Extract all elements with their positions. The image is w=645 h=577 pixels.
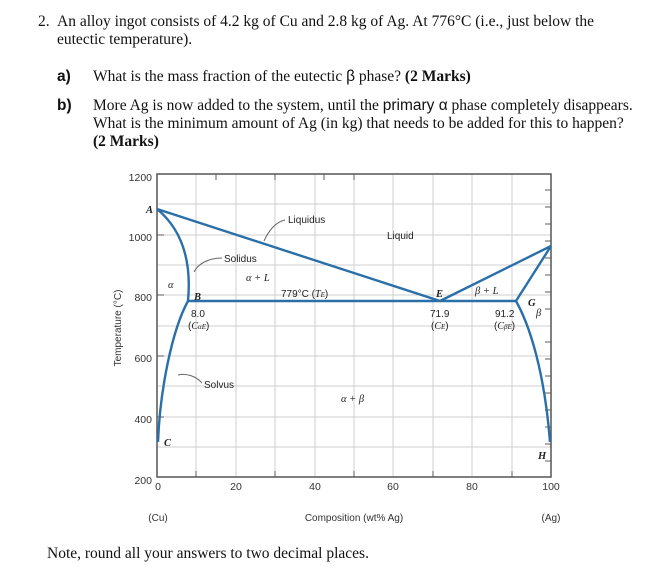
liquidus-right	[439, 244, 552, 303]
y-axis-label: Temperature (°C)	[113, 290, 124, 367]
part-b-text: More Ag is now added to the system, unti…	[93, 97, 633, 150]
svg-text:α + β: α + β	[341, 394, 365, 405]
svg-text:(CE): (CE)	[431, 321, 449, 332]
phase-boundaries	[156, 207, 553, 443]
question-number: 2.	[38, 13, 50, 30]
svg-text:E: E	[435, 289, 443, 300]
primary-alpha-emph: primary α	[382, 97, 448, 114]
svg-text:A: A	[145, 205, 153, 216]
svg-text:100: 100	[542, 481, 560, 493]
svg-text:1200: 1200	[129, 172, 153, 184]
svg-text:H: H	[537, 451, 547, 462]
beta-symbol: β	[346, 68, 355, 85]
svg-text:600: 600	[134, 353, 152, 365]
svg-text:40: 40	[309, 481, 321, 493]
x-end-cu: (Cu)	[148, 513, 167, 524]
svg-text:(CαE): (CαE)	[188, 321, 209, 332]
svg-text:Liquidus: Liquidus	[288, 215, 325, 226]
svg-text:71.9: 71.9	[430, 309, 450, 320]
rounding-note: Note, round all your answers to two deci…	[47, 545, 369, 562]
svg-text:1000: 1000	[129, 232, 153, 244]
svg-text:B: B	[193, 292, 201, 303]
svg-text:β + L: β + L	[474, 286, 499, 297]
x-end-ag: (Ag)	[542, 513, 561, 524]
svg-text:80: 80	[466, 481, 478, 493]
part-a-text: What is the mass fraction of the eutecti…	[93, 68, 471, 85]
svg-text:Solvus: Solvus	[204, 380, 234, 391]
svg-text:Solidus: Solidus	[224, 254, 257, 265]
solidus-beta	[514, 245, 553, 302]
x-axis-label: Composition (wt% Ag)	[305, 513, 403, 524]
svg-text:0: 0	[155, 481, 161, 493]
solvus-beta	[514, 300, 552, 443]
svg-text:G: G	[528, 298, 536, 309]
plot-frame	[156, 173, 552, 478]
solvus-alpha	[156, 300, 190, 443]
svg-text:400: 400	[134, 414, 152, 426]
svg-text:91.2: 91.2	[495, 309, 515, 320]
svg-text:779°C (TE): 779°C (TE)	[281, 289, 328, 300]
svg-text:60: 60	[387, 481, 399, 493]
svg-text:Liquid: Liquid	[387, 231, 414, 242]
svg-text:α + L: α + L	[246, 273, 270, 284]
svg-text:β: β	[535, 308, 542, 319]
svg-text:C: C	[164, 438, 172, 449]
gridlines	[157, 174, 551, 477]
svg-text:200: 200	[134, 475, 152, 487]
part-a-label: a)	[57, 68, 71, 85]
part-b-label: b)	[57, 97, 72, 114]
svg-text:20: 20	[230, 481, 242, 493]
solidus-alpha	[156, 208, 190, 302]
svg-text:8.0: 8.0	[191, 309, 205, 320]
question-stem: An alloy ingot consists of 4.2 kg of Cu …	[57, 13, 595, 48]
liquidus-left	[156, 207, 441, 303]
svg-text:800: 800	[134, 292, 152, 304]
svg-text:(CβE): (CβE)	[494, 321, 515, 332]
svg-text:α: α	[168, 280, 174, 291]
